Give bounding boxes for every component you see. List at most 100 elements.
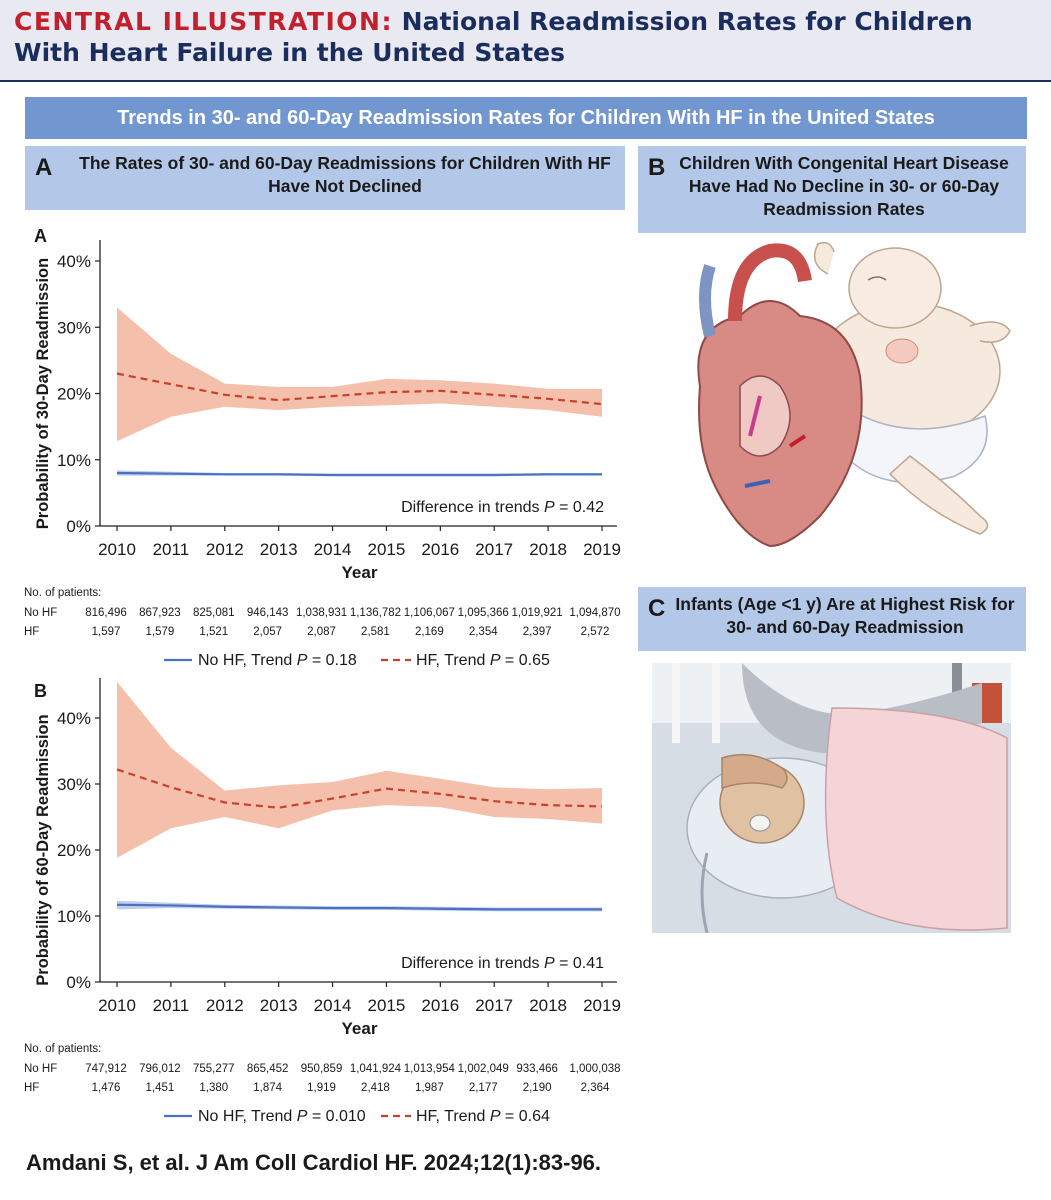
risk-table-value: 796,012 (139, 1063, 181, 1075)
risk-table-value: 1,136,782 (350, 607, 401, 619)
crib-bar (672, 663, 680, 743)
y-tick-label: 0% (66, 973, 91, 992)
risk-table-value: 1,019,921 (512, 607, 563, 619)
panel-c-header: C Infants (Age <1 y) Are at Highest Risk… (638, 587, 1026, 651)
x-tick-label: 2010 (98, 540, 136, 559)
risk-table-value: 2,354 (469, 626, 498, 638)
risk-table-value: 1,451 (145, 1082, 174, 1094)
x-tick-label: 2011 (153, 996, 190, 1015)
y-tick-label: 40% (57, 709, 91, 728)
x-tick-label: 2017 (475, 996, 513, 1015)
y-tick-label: 20% (57, 385, 91, 404)
risk-table-value: 825,081 (193, 607, 235, 619)
risk-table-value: 816,496 (85, 607, 127, 619)
risk-table-value: 2,364 (581, 1082, 610, 1094)
risk-table-value: 2,581 (361, 626, 390, 638)
risk-table-value: 2,418 (361, 1082, 390, 1094)
congenital-heart-illustration (697, 241, 1011, 548)
risk-table-value: 1,106,067 (404, 607, 455, 619)
risk-table-heading: No. of patients: (24, 1043, 101, 1055)
panel-b-header: B Children With Congenital Heart Disease… (638, 146, 1026, 233)
y-tick-label: 10% (57, 451, 91, 470)
y-tick-label: 20% (57, 841, 91, 860)
infant-leg (888, 455, 989, 535)
x-tick-label: 2016 (421, 540, 459, 559)
y-tick-label: 30% (57, 318, 91, 337)
panel-a-header: A The Rates of 30- and 60-Day Readmissio… (25, 146, 625, 210)
risk-table-value: 1,038,931 (296, 607, 347, 619)
citation: Amdani S, et al. J Am Coll Cardiol HF. 2… (26, 1150, 602, 1175)
hf-trend-line (116, 768, 603, 809)
risk-table-value: 2,087 (307, 626, 336, 638)
risk-table-value: 1,041,924 (350, 1063, 402, 1075)
risk-table-value: 946,143 (247, 607, 289, 619)
risk-table-value: 1,000,038 (569, 1063, 620, 1075)
infant-drawing (813, 241, 1011, 535)
legend-nohf-label: No HF, Trend P = 0.010 (198, 1108, 366, 1125)
flow-arrow-red (788, 434, 807, 448)
x-tick-label: 2014 (314, 540, 352, 559)
infant-arm-right (969, 321, 1011, 343)
y-tick-label: 0% (66, 517, 91, 536)
panel-b-letter: B (648, 154, 666, 181)
x-axis-title: Year (342, 563, 378, 582)
x-tick-label: 2016 (421, 996, 459, 1015)
x-tick-label: 2015 (368, 996, 406, 1015)
heart-diagram (697, 243, 863, 548)
x-axis-title: Year (342, 1019, 378, 1038)
panel-c-title: Infants (Age <1 y) Are at Highest Risk f… (675, 594, 1015, 637)
vena-cava (699, 264, 716, 338)
panel-a-title: The Rates of 30- and 60-Day Readmissions… (79, 153, 611, 196)
header-title: CENTRAL ILLUSTRATION: National Readmissi… (14, 6, 1034, 68)
x-tick-label: 2017 (475, 540, 513, 559)
iv-tube (700, 852, 709, 933)
heart-chamber (739, 375, 791, 457)
risk-table-value: 1,597 (92, 626, 121, 638)
x-tick-label: 2014 (314, 996, 352, 1015)
risk-table-value: 1,521 (199, 626, 228, 638)
legend-hf-label: HF, Trend P = 0.65 (416, 652, 550, 669)
risk-table-value: 2,190 (523, 1082, 552, 1094)
risk-table-value: 755,277 (193, 1063, 235, 1075)
risk-table-value: 867,923 (139, 607, 181, 619)
chart-a-label: A (34, 226, 47, 246)
x-tick-label: 2015 (368, 540, 406, 559)
risk-table-value: 1,094,870 (569, 607, 620, 619)
risk-table-row-label: No HF (24, 1063, 57, 1075)
illustration-header: CENTRAL ILLUSTRATION: National Readmissi… (0, 0, 1051, 82)
x-tick-label: 2019 (583, 540, 621, 559)
risk-table-value: 1,013,954 (404, 1063, 456, 1075)
x-tick-label: 2018 (529, 540, 567, 559)
infant-eye (867, 276, 887, 281)
panel-b-title: Children With Congenital Heart Disease H… (679, 153, 1009, 219)
infant-heart-mark (885, 338, 919, 364)
infant-head (848, 247, 942, 329)
risk-table-value: 1,874 (253, 1082, 282, 1094)
risk-table-value: 950,859 (301, 1063, 343, 1075)
x-tick-label: 2011 (153, 540, 190, 559)
risk-table-row-label: HF (24, 626, 39, 638)
chart-60-day: 0% 10% 20% 30% 40% 2010 2011 2012 2013 2014 2015 20… (24, 678, 621, 1125)
header-label: CENTRAL ILLUSTRATION: (14, 7, 393, 36)
infant-crib-illustration (652, 663, 1011, 933)
risk-table-value: 1,095,366 (458, 607, 509, 619)
x-tick-label: 2012 (206, 540, 244, 559)
chart-30-day: 0% 10% 20% 30% 40% 2010 2011 2012 2013 2014 2015 20… (24, 240, 621, 669)
x-tick-label: 2018 (529, 996, 567, 1015)
infant-arm-left (813, 241, 835, 275)
risk-table-value: 1,987 (415, 1082, 444, 1094)
risk-table-value: 1,919 (307, 1082, 336, 1094)
risk-table-value: 933,466 (516, 1063, 558, 1075)
header-title-text: National Readmission Rates for Children … (14, 7, 973, 67)
flow-arrow-pink (748, 395, 762, 437)
hf-trend-line (116, 372, 603, 406)
risk-table-row-label: HF (24, 1082, 39, 1094)
nohf-trend-line (116, 903, 602, 911)
panel-c-letter: C (648, 595, 666, 622)
risk-table-value: 747,912 (85, 1063, 127, 1075)
difference-annotation: Difference in trends P = 0.41 (401, 955, 604, 972)
panel-a-letter: A (35, 154, 53, 181)
y-axis-title: Probability of 60-Day Readmission (34, 714, 52, 985)
pacifier (749, 814, 771, 832)
risk-table-value: 1,476 (92, 1082, 121, 1094)
